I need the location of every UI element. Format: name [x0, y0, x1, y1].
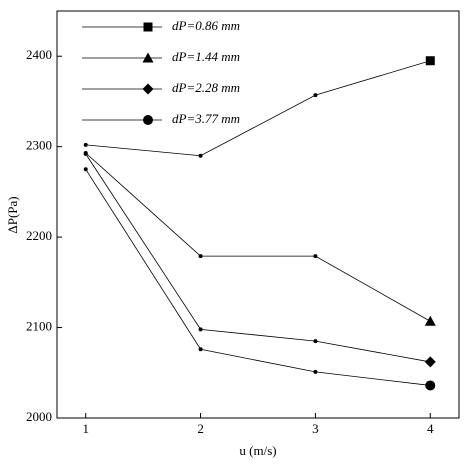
y-tick-label: 2400: [26, 47, 52, 62]
point: [83, 151, 88, 156]
legend-label: dP=3.77 mm: [172, 111, 240, 126]
point: [313, 254, 318, 259]
marker: [425, 380, 436, 391]
legend-label: dP=0.86 mm: [172, 18, 240, 33]
legend-marker: [143, 22, 153, 32]
series-line: [85, 153, 431, 363]
x-axis-label: u (m/s): [239, 443, 276, 458]
marker: [424, 356, 436, 368]
point: [198, 327, 203, 332]
y-tick-label: 2300: [26, 138, 52, 153]
series-line: [85, 152, 431, 322]
point: [313, 339, 318, 344]
plot-frame: [56, 10, 460, 419]
series-line: [85, 169, 431, 386]
legend-marker: [143, 115, 153, 125]
x-tick-label: 4: [427, 421, 434, 436]
x-tick-label: 2: [197, 421, 204, 436]
y-tick-label: 2000: [26, 409, 52, 424]
legend-marker: [142, 52, 154, 63]
point: [313, 369, 318, 374]
series-line: [85, 60, 431, 157]
y-tick-label: 2100: [26, 319, 52, 334]
legend-label: dP=1.44 mm: [172, 49, 240, 64]
marker: [425, 56, 435, 66]
point: [83, 167, 88, 172]
legend-marker: [142, 83, 154, 95]
point: [198, 153, 203, 158]
point: [83, 142, 88, 147]
y-axis-label: ΔP(Pa): [5, 196, 20, 233]
point: [198, 254, 203, 259]
y-tick-label: 2200: [26, 228, 52, 243]
legend-label: dP=2.28 mm: [172, 80, 240, 95]
x-tick-label: 3: [312, 421, 319, 436]
point: [198, 347, 203, 352]
x-tick-label: 1: [82, 421, 89, 436]
point: [313, 93, 318, 98]
marker: [424, 315, 436, 326]
